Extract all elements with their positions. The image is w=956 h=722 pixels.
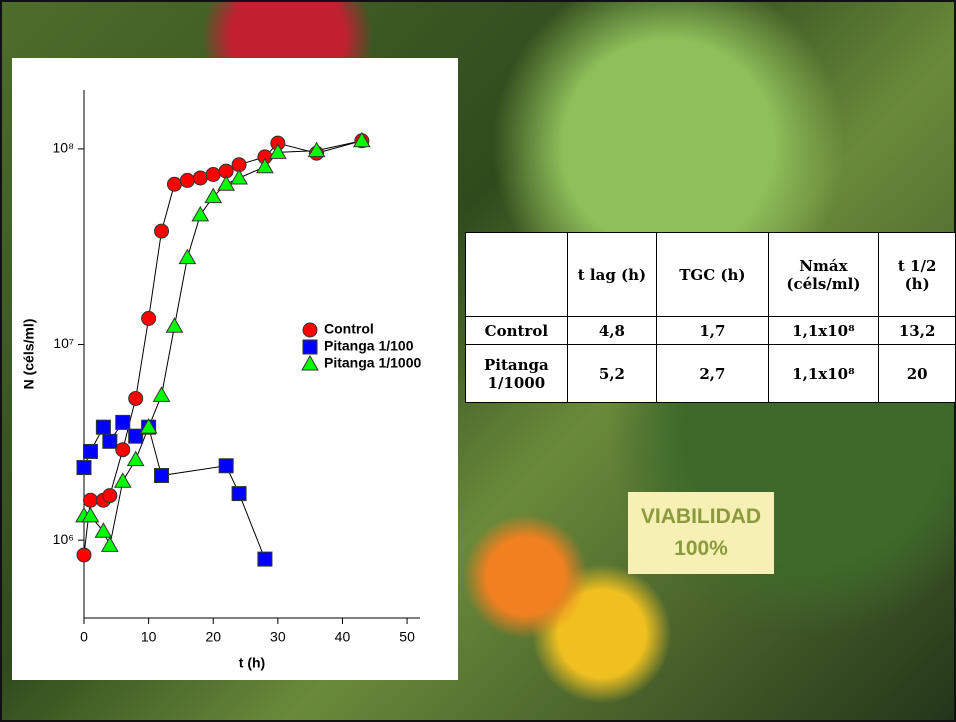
viability-badge: VIABILIDAD 100% (628, 492, 774, 574)
data-point (102, 537, 118, 551)
badge-line: VIABILIDAD (628, 501, 774, 533)
data-point (192, 207, 208, 221)
data-point (206, 167, 220, 181)
column-header: Nmáx (céls/ml) (768, 233, 879, 317)
data-point (115, 473, 131, 487)
data-point (166, 318, 182, 332)
data-point (193, 171, 207, 185)
x-tick-label: 40 (335, 629, 351, 645)
data-point (142, 311, 156, 325)
y-axis-label: N (céls/ml) (21, 319, 37, 390)
x-tick-label: 10 (141, 629, 157, 645)
column-header: t 1/2 (h) (879, 233, 956, 317)
badge-line: 100% (628, 533, 774, 565)
data-point (83, 493, 97, 507)
data-point (128, 452, 144, 466)
data-point (219, 459, 233, 473)
data-point (77, 548, 91, 562)
cell: 4,8 (567, 317, 656, 345)
corner-cell (466, 233, 568, 317)
data-point (83, 444, 97, 458)
x-tick-label: 50 (399, 629, 415, 645)
data-point (180, 173, 194, 187)
y-tick-label: 10⁶ (53, 531, 74, 547)
chart: 10⁶ 10⁷ 10⁸ 0 10 20 30 40 50 t (h) N (céls/ml) Cont… (12, 58, 458, 680)
data-point (167, 177, 181, 191)
y-tick-label: 10⁸ (53, 140, 75, 156)
y-tick-label: 10⁷ (53, 335, 74, 351)
row-header: Control (466, 317, 568, 345)
column-header: TGC (h) (657, 233, 768, 317)
series-line (84, 141, 362, 555)
legend-label: Pitanga 1/1000 (324, 355, 421, 371)
legend-marker (303, 323, 317, 337)
cell: 13,2 (879, 317, 956, 345)
row-header: Pitanga 1/1000 (466, 345, 568, 403)
x-tick-label: 30 (270, 629, 286, 645)
x-axis-label: t (h) (239, 655, 265, 671)
summary-table: t lag (h) TGC (h) Nmáx (céls/ml) t 1/2 (… (465, 232, 956, 403)
column-header: t lag (h) (567, 233, 656, 317)
data-point (155, 469, 169, 483)
data-point (77, 461, 91, 475)
data-point (96, 420, 110, 434)
cell: 5,2 (567, 345, 656, 403)
data-point (129, 429, 143, 443)
data-point (179, 250, 195, 264)
cell: 1,1x10⁸ (768, 317, 879, 345)
data-point (103, 489, 117, 503)
data-point (116, 443, 130, 457)
data-point (129, 391, 143, 405)
cell: 20 (879, 345, 956, 403)
legend-marker (302, 356, 318, 370)
data-point (154, 387, 170, 401)
legend-label: Control (324, 321, 374, 337)
cell: 1,1x10⁸ (768, 345, 879, 403)
data-point (232, 487, 246, 501)
cell: 2,7 (657, 345, 768, 403)
legend-label: Pitanga 1/100 (324, 338, 414, 354)
data-point (103, 434, 117, 448)
legend-marker (303, 340, 317, 354)
data-point (258, 552, 272, 566)
data-point (116, 415, 130, 429)
x-tick-label: 20 (205, 629, 221, 645)
x-tick-label: 0 (80, 629, 88, 645)
cell: 1,7 (657, 317, 768, 345)
data-point (155, 224, 169, 238)
